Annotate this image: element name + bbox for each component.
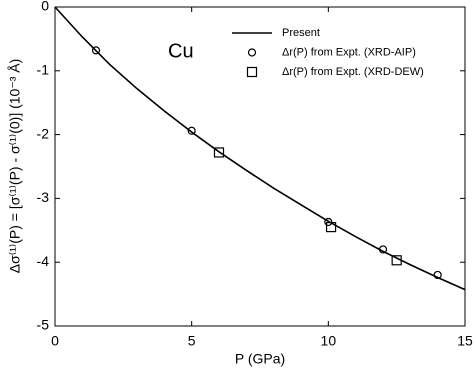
y-tick-label: -5 <box>37 317 50 333</box>
point <box>378 245 388 254</box>
point <box>391 255 402 266</box>
line <box>54 6 466 291</box>
legend-swatch <box>247 48 257 57</box>
y-tick-label: -2 <box>37 125 50 141</box>
legend-swatch <box>246 66 258 78</box>
x-tick-label: 0 <box>51 333 59 349</box>
annotation: Cu <box>168 40 194 62</box>
point <box>91 46 101 55</box>
legend-label: Present <box>282 27 320 39</box>
y-axis-label: Δσ⁽¹⁾(P) = [σ⁽¹⁾(P) - σ⁽¹⁾(0)] (10⁻³ Å) <box>7 59 23 274</box>
x-axis-label: P (GPa) <box>235 351 285 367</box>
legend-label: Δr(P) from Expt. (XRD-AIP) <box>282 46 416 58</box>
y-tick-label: 0 <box>41 0 49 14</box>
plot-frame <box>54 6 466 327</box>
point <box>324 217 333 227</box>
point <box>213 147 225 158</box>
y-tick-label: -4 <box>37 253 50 269</box>
point <box>433 270 442 280</box>
x-tick-label: 10 <box>321 333 337 349</box>
x-tick-label: 5 <box>188 333 196 349</box>
y-tick-label: -1 <box>37 62 50 78</box>
y-tick-label: -3 <box>37 189 50 205</box>
legend-label: Δr(P) from Expt. (XRD-DEW) <box>282 66 424 78</box>
x-tick-label: 15 <box>457 333 473 349</box>
point <box>187 126 196 135</box>
point <box>325 222 337 233</box>
